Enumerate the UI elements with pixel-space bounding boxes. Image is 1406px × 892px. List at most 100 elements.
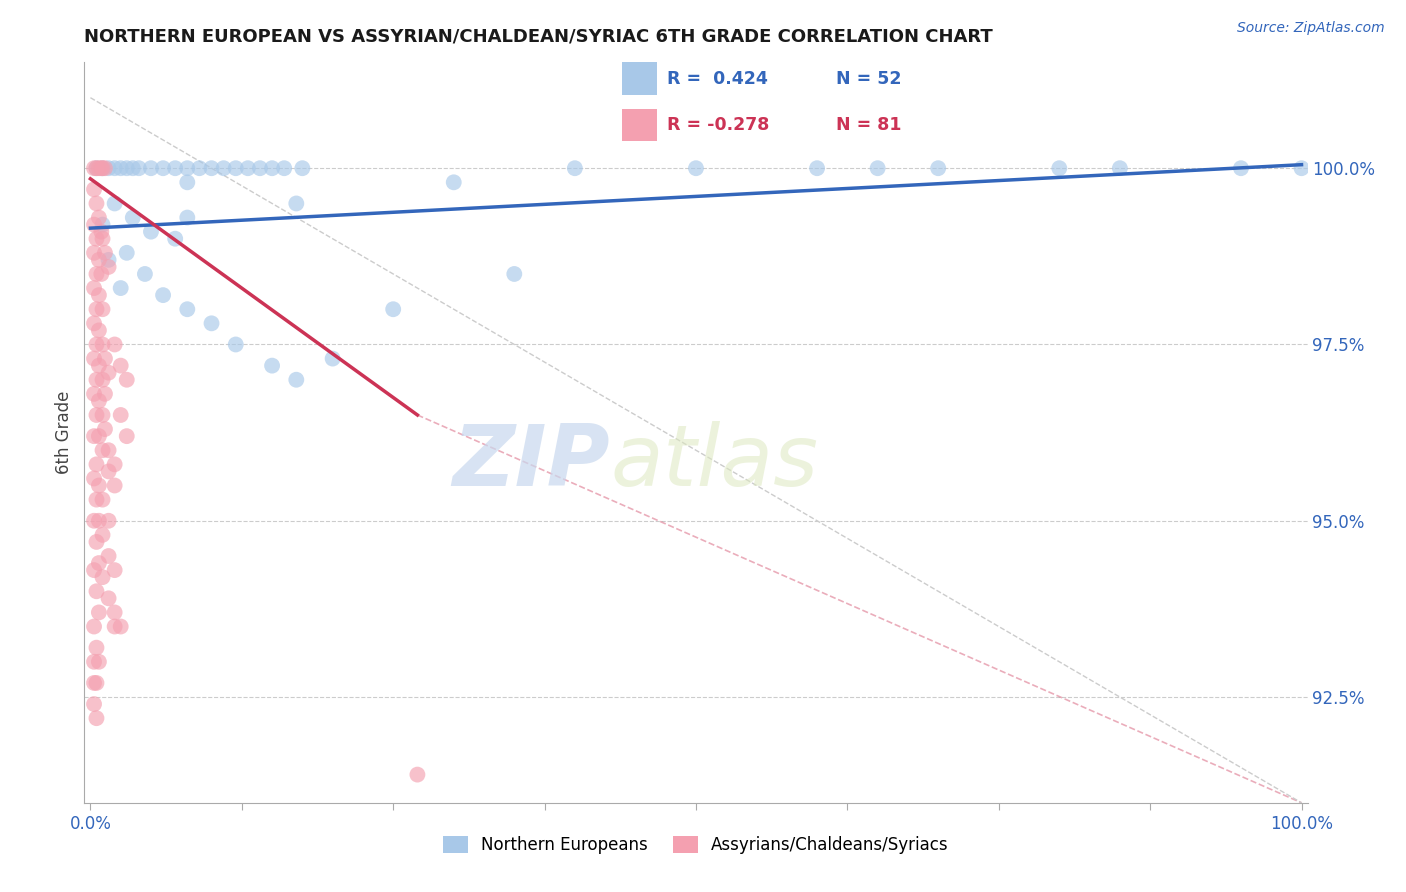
Bar: [621, 109, 657, 141]
Point: [91, 443, 114, 458]
Point: [83, 161, 105, 176]
Point: [83, 182, 105, 196]
Point: [91, 373, 114, 387]
Point: [86, 584, 108, 599]
Text: Source: ZipAtlas.com: Source: ZipAtlas.com: [1237, 21, 1385, 35]
Point: [90, 225, 112, 239]
Y-axis label: 6th Grade: 6th Grade: [55, 391, 73, 475]
Point: [83, 676, 105, 690]
Point: [86, 232, 108, 246]
Point: [291, 161, 314, 176]
Point: [110, 161, 132, 176]
Point: [1047, 161, 1070, 176]
Point: [87, 655, 110, 669]
Point: [91, 232, 114, 246]
Point: [262, 161, 284, 176]
Point: [97, 161, 120, 176]
Point: [1230, 161, 1253, 176]
Point: [94, 351, 117, 366]
Point: [83, 387, 105, 401]
Point: [94, 245, 117, 260]
Point: [152, 161, 174, 176]
Point: [564, 161, 586, 176]
Point: [87, 161, 110, 176]
Point: [86, 373, 108, 387]
Point: [86, 535, 108, 549]
Point: [97, 366, 120, 380]
Point: [225, 161, 247, 176]
Point: [176, 175, 198, 189]
Point: [87, 323, 110, 337]
Point: [110, 619, 132, 633]
Point: [200, 161, 222, 176]
Point: [86, 267, 108, 281]
Point: [94, 161, 117, 176]
Legend: Northern Europeans, Assyrians/Chaldeans/Syriacs: Northern Europeans, Assyrians/Chaldeans/…: [436, 830, 956, 861]
Text: ZIP: ZIP: [453, 421, 610, 504]
Point: [1108, 161, 1130, 176]
Point: [225, 337, 247, 351]
Point: [86, 711, 108, 725]
Point: [83, 351, 105, 366]
Point: [115, 429, 138, 443]
Point: [86, 302, 108, 317]
Point: [104, 458, 127, 472]
Text: N = 52: N = 52: [835, 70, 901, 87]
Point: [139, 225, 162, 239]
Point: [104, 563, 127, 577]
Point: [110, 281, 132, 295]
Point: [83, 218, 105, 232]
Point: [97, 252, 120, 267]
Point: [86, 161, 108, 176]
Point: [285, 373, 308, 387]
Point: [115, 373, 138, 387]
Point: [86, 161, 108, 176]
Point: [121, 211, 143, 225]
Point: [87, 393, 110, 408]
Point: [110, 408, 132, 422]
Point: [91, 161, 114, 176]
Point: [104, 619, 127, 633]
Point: [94, 422, 117, 436]
Point: [83, 514, 105, 528]
Point: [121, 161, 143, 176]
Point: [176, 302, 198, 317]
Point: [87, 556, 110, 570]
Point: [685, 161, 707, 176]
Text: N = 81: N = 81: [835, 116, 901, 134]
Text: atlas: atlas: [610, 421, 818, 504]
Point: [322, 351, 344, 366]
Point: [104, 478, 127, 492]
Point: [285, 196, 308, 211]
Point: [866, 161, 889, 176]
Point: [83, 619, 105, 633]
Point: [115, 161, 138, 176]
Point: [83, 563, 105, 577]
Point: [97, 260, 120, 274]
Point: [97, 514, 120, 528]
Point: [97, 591, 120, 606]
Point: [86, 676, 108, 690]
Point: [927, 161, 949, 176]
Point: [236, 161, 259, 176]
Point: [87, 359, 110, 373]
Point: [176, 211, 198, 225]
Text: R = -0.278: R = -0.278: [666, 116, 769, 134]
Point: [406, 767, 429, 781]
Point: [128, 161, 150, 176]
Point: [104, 337, 127, 351]
Point: [97, 443, 120, 458]
Point: [91, 218, 114, 232]
Point: [83, 471, 105, 485]
Point: [86, 337, 108, 351]
Point: [87, 478, 110, 492]
Point: [806, 161, 828, 176]
Point: [104, 196, 127, 211]
Point: [139, 161, 162, 176]
Point: [87, 606, 110, 620]
Point: [115, 245, 138, 260]
Bar: [621, 62, 657, 95]
Point: [87, 288, 110, 302]
Point: [83, 429, 105, 443]
Point: [91, 408, 114, 422]
